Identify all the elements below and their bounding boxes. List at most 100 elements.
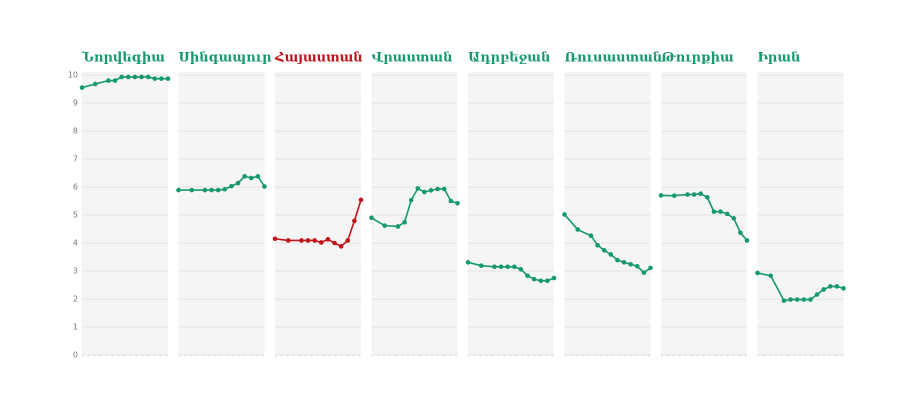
data-point xyxy=(106,78,111,83)
data-point xyxy=(202,187,208,193)
data-point xyxy=(382,223,388,228)
data-point xyxy=(518,267,524,272)
data-point xyxy=(738,230,743,235)
data-point xyxy=(711,209,717,214)
panel-background xyxy=(371,72,458,355)
data-point xyxy=(671,193,677,198)
data-point xyxy=(465,260,471,265)
data-point xyxy=(319,240,324,245)
data-point xyxy=(455,200,460,206)
data-point xyxy=(358,197,364,203)
data-point xyxy=(685,192,690,197)
panel-background xyxy=(178,72,265,355)
y-tick-label: 2 xyxy=(73,295,78,304)
data-point xyxy=(628,261,633,267)
data-point xyxy=(441,186,447,192)
data-point xyxy=(132,74,138,80)
data-point xyxy=(325,237,331,242)
data-point xyxy=(601,247,607,253)
data-point xyxy=(781,298,787,303)
panel-background xyxy=(468,72,554,355)
data-point xyxy=(505,264,510,270)
data-point xyxy=(698,191,703,197)
data-point xyxy=(827,284,833,289)
panel-background xyxy=(564,72,651,355)
data-point xyxy=(79,85,85,90)
data-point xyxy=(634,263,640,269)
data-point xyxy=(299,238,304,243)
data-point xyxy=(235,180,241,186)
data-point xyxy=(498,264,504,270)
panel-background xyxy=(661,72,747,355)
panel-title: Ադրբեջան xyxy=(468,51,550,66)
y-tick-label: 3 xyxy=(73,267,78,276)
data-point xyxy=(402,219,407,225)
panel-background xyxy=(275,72,361,355)
data-point xyxy=(255,174,261,179)
data-point xyxy=(648,265,653,271)
data-point xyxy=(821,287,826,292)
data-point xyxy=(562,212,567,217)
data-point xyxy=(575,227,581,232)
panel-title: Սինգապուր xyxy=(179,51,273,66)
data-point xyxy=(262,184,267,189)
data-point xyxy=(705,195,710,200)
data-point xyxy=(352,218,357,224)
data-point xyxy=(551,275,557,281)
y-tick-label: 0 xyxy=(73,351,78,360)
panel-background xyxy=(82,72,168,355)
data-point xyxy=(615,257,620,263)
data-point xyxy=(768,273,774,279)
data-point xyxy=(176,187,181,193)
data-point xyxy=(658,193,664,198)
data-point xyxy=(492,264,497,270)
panel-title: Թուրքիա xyxy=(661,51,734,66)
data-point xyxy=(126,74,131,80)
data-point xyxy=(222,186,228,192)
panel-background xyxy=(757,72,844,355)
data-point xyxy=(345,238,351,243)
data-point xyxy=(242,174,247,179)
data-point xyxy=(834,284,840,289)
data-point xyxy=(159,76,164,81)
data-point xyxy=(145,74,151,80)
data-point xyxy=(92,81,98,87)
data-point xyxy=(691,192,697,197)
data-point xyxy=(588,233,594,239)
panel-title: Իրան xyxy=(758,51,801,66)
data-point xyxy=(139,74,144,80)
data-point xyxy=(338,244,344,249)
data-point xyxy=(808,297,813,302)
y-tick-label: 6 xyxy=(73,183,78,192)
data-point xyxy=(545,278,550,284)
data-point xyxy=(305,238,311,243)
data-point xyxy=(731,216,737,221)
data-point xyxy=(718,209,723,214)
data-point xyxy=(112,78,118,83)
data-point xyxy=(621,260,627,265)
data-point xyxy=(408,197,414,203)
data-point xyxy=(744,238,750,243)
data-point xyxy=(448,198,454,204)
panel-title: Նորվեգիա xyxy=(81,51,165,66)
data-point xyxy=(272,236,278,242)
panel-title: Վրաստան xyxy=(372,51,453,66)
data-point xyxy=(119,74,124,80)
data-point xyxy=(152,76,158,81)
data-point xyxy=(332,240,337,246)
data-point xyxy=(209,187,214,193)
data-point xyxy=(801,297,807,302)
y-tick-label: 10 xyxy=(68,71,78,80)
y-tick-label: 1 xyxy=(73,323,78,332)
data-point xyxy=(248,175,254,181)
y-tick-label: 4 xyxy=(73,239,78,248)
data-point xyxy=(215,187,221,193)
data-point xyxy=(595,242,600,248)
data-point xyxy=(531,276,537,282)
data-point xyxy=(415,186,421,191)
data-point xyxy=(724,211,730,217)
data-point xyxy=(229,183,234,189)
data-point xyxy=(395,224,401,229)
data-point xyxy=(312,238,317,243)
